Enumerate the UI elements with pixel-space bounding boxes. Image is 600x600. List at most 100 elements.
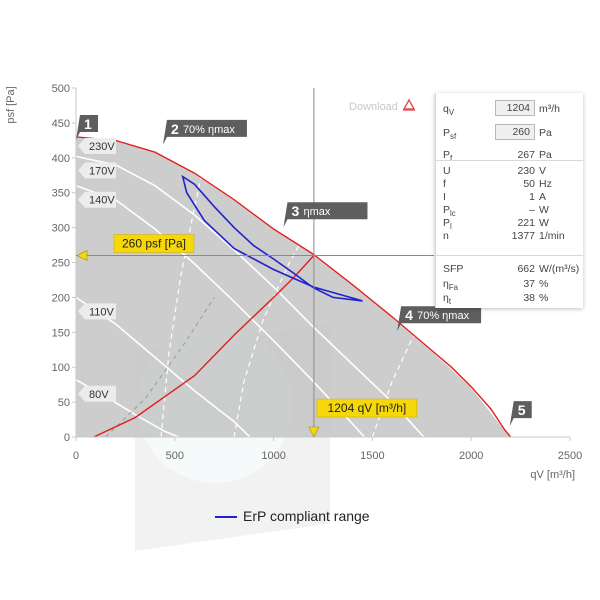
chart-overlay: 230V 170V 140V 110V 80V 1 2 70% ηmax 3 ηmax 4 70% η… bbox=[76, 88, 532, 438]
qv-marker-label: 1204 qV [m³/h] bbox=[328, 401, 407, 415]
panel-row-f-unit: Hz bbox=[539, 178, 552, 190]
panel-row-U: U 230 V bbox=[436, 165, 583, 179]
panel-row-SFP-unit: W/(m³/s) bbox=[539, 263, 580, 275]
panel-row-ηt-value: 38 bbox=[523, 292, 535, 304]
point-label-bg-3 bbox=[283, 202, 368, 228]
panel-row-ηt: ηt 38% bbox=[436, 292, 583, 306]
y-tick-label: 500 bbox=[52, 83, 70, 95]
y-tick-label: 350 bbox=[52, 188, 70, 200]
point-label-text-4: 70% ηmax bbox=[417, 310, 469, 322]
panel-row-ηFa-value: 37 bbox=[523, 277, 535, 290]
point-label-text-2: 70% ηmax bbox=[183, 124, 235, 136]
y-tick-label: 400 bbox=[52, 153, 70, 165]
efficiency-extension-line bbox=[105, 297, 215, 437]
panel-row-Psf-symbol: Psf bbox=[443, 127, 457, 142]
x-tick-label: 500 bbox=[166, 450, 184, 462]
y-tick-label: 150 bbox=[52, 327, 70, 339]
panel-row-ηFa: ηFa 37% bbox=[436, 278, 583, 292]
point-label-bg-1 bbox=[76, 114, 98, 140]
panel-row-qV-input[interactable]: 1204 bbox=[495, 100, 535, 116]
plot-area bbox=[76, 136, 512, 437]
panel-row-qV-unit: m³/h bbox=[539, 103, 560, 115]
erp-range-outline bbox=[181, 174, 363, 302]
panel-row-qV-symbol: qV bbox=[443, 103, 455, 118]
qv-marker-label-bg bbox=[316, 398, 418, 418]
panel-row-Pf-symbol: Pf bbox=[443, 149, 453, 164]
panel-row-f-symbol: f bbox=[443, 178, 446, 190]
point-label-text-3: ηmax bbox=[303, 206, 330, 218]
voltage-label-110V: 110V bbox=[89, 306, 115, 318]
panel-row-I-value: 1 bbox=[529, 191, 535, 203]
point-label-num-4: 4 bbox=[405, 307, 413, 323]
y-tick-label: 0 bbox=[64, 432, 70, 444]
panel-row-n: n 1377 1/min bbox=[436, 230, 583, 244]
panel-row-f: f 50 Hz bbox=[436, 178, 583, 192]
qv-marker bbox=[308, 426, 320, 438]
point-label-num-3: 3 bbox=[291, 203, 299, 219]
psf-marker bbox=[76, 250, 88, 262]
panel-row-Pf: Pf 267 Pa bbox=[436, 149, 583, 163]
efficiency-line-2 bbox=[233, 206, 326, 437]
panel-row-SFP-symbol: SFP bbox=[443, 263, 464, 275]
panel-row-Pf-unit: Pa bbox=[539, 149, 552, 161]
x-tick-label: 2500 bbox=[558, 450, 582, 462]
panel-separator bbox=[436, 160, 583, 161]
panel-row-n-unit: 1/min bbox=[539, 230, 565, 242]
psf-marker-label: 260 psf [Pa] bbox=[122, 237, 186, 251]
panel-row-ηt-unit: % bbox=[539, 292, 549, 304]
panel-row-U-unit: V bbox=[539, 165, 547, 177]
x-tick-label: 1000 bbox=[261, 450, 285, 462]
panel-row-Plc-value: – bbox=[529, 204, 535, 216]
point-label-bg-4 bbox=[397, 306, 482, 332]
psf-marker-label-bg bbox=[113, 234, 195, 253]
panel-row-f-value: 50 bbox=[523, 178, 535, 190]
panel-row-Plc-unit: W bbox=[539, 204, 549, 216]
panel-row-Pl-unit: W bbox=[539, 217, 549, 229]
download-link[interactable]: Download bbox=[349, 101, 398, 113]
panel-row-n-value: 1377 bbox=[511, 230, 535, 242]
voltage-label-80V: 80V bbox=[89, 389, 109, 401]
pdf-icon[interactable] bbox=[401, 98, 417, 112]
panel-row-SFP-value: 662 bbox=[517, 263, 535, 275]
point-label-num-5: 5 bbox=[518, 402, 526, 418]
panel-row-qV: qV 1204 m³/h bbox=[436, 100, 583, 118]
panel-row-I-symbol: I bbox=[443, 191, 446, 203]
panel-row-SFP: SFP 662 W/(m³/s) bbox=[436, 263, 583, 277]
y-tick-label: 200 bbox=[52, 292, 70, 304]
x-tick-label: 2000 bbox=[459, 450, 483, 462]
voltage-label-bg bbox=[78, 162, 116, 179]
point-label-num-2: 2 bbox=[171, 121, 179, 137]
panel-row-Psf-input[interactable]: 260 bbox=[495, 124, 535, 140]
max-curve bbox=[76, 136, 512, 437]
operating-area bbox=[76, 136, 511, 437]
panel-row-ηFa-unit: % bbox=[539, 277, 549, 290]
panel-row-Plc: Plc – W bbox=[436, 204, 583, 218]
voltage-label-170V: 170V bbox=[89, 165, 115, 177]
panel-row-I-unit: A bbox=[539, 191, 547, 203]
y-tick-label: 300 bbox=[52, 223, 70, 235]
efficiency-line-1 bbox=[160, 143, 209, 437]
voltage-curve-170V bbox=[76, 155, 425, 437]
panel-row-Pf-value: 267 bbox=[517, 149, 535, 161]
panel-row-Pl: Pl 221 W bbox=[436, 217, 583, 231]
y-tick-label: 250 bbox=[52, 258, 70, 270]
y-tick-label: 100 bbox=[52, 362, 70, 374]
voltage-label-230V: 230V bbox=[89, 141, 115, 153]
x-axis-label: qV [m³/h] bbox=[530, 469, 575, 481]
panel-row-Pl-value: 221 bbox=[517, 217, 535, 229]
voltage-label-bg bbox=[78, 303, 116, 320]
voltage-label-bg bbox=[78, 137, 116, 154]
voltage-label-140V: 140V bbox=[89, 195, 115, 207]
voltage-label-bg bbox=[78, 385, 116, 402]
y-tick-label: 50 bbox=[58, 397, 70, 409]
panel-row-ηt-symbol: ηt bbox=[443, 292, 452, 307]
panel-separator bbox=[436, 255, 583, 256]
x-tick-label: 0 bbox=[73, 450, 79, 462]
y-axis-label: psf [Pa] bbox=[5, 86, 17, 123]
point-label-bg-5 bbox=[509, 401, 532, 427]
legend-erp-label: ErP compliant range bbox=[243, 508, 370, 524]
point-label-bg-2 bbox=[162, 119, 247, 145]
